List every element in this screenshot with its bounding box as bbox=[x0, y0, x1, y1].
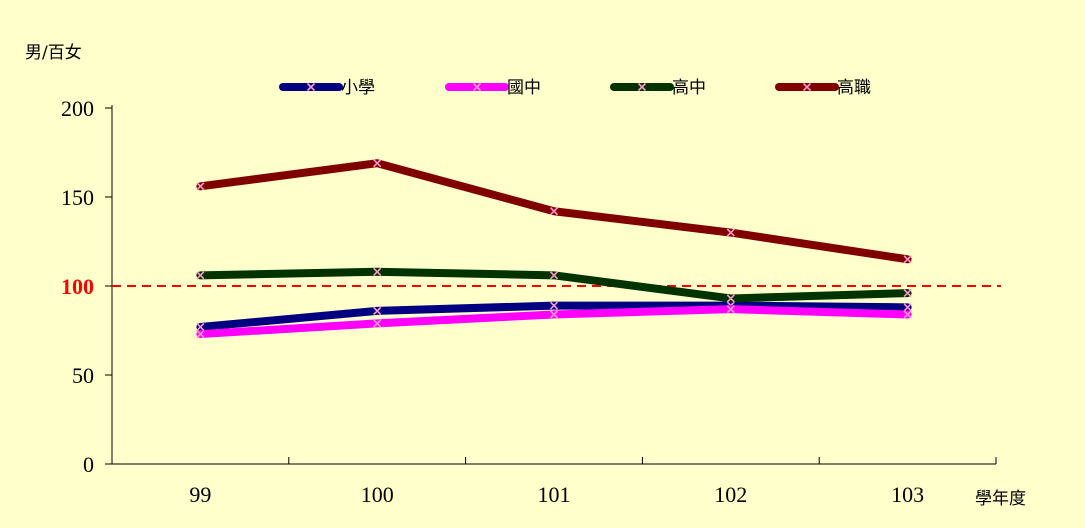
x-tick-label: 101 bbox=[538, 482, 571, 507]
y-axis-label: 男/百女 bbox=[25, 43, 82, 63]
data-point bbox=[903, 255, 912, 264]
y-tick-label: 0 bbox=[83, 452, 94, 477]
legend: 小學 國中 高中 高職 bbox=[279, 78, 871, 98]
x-tick-label: 100 bbox=[361, 482, 394, 507]
data-point bbox=[549, 310, 559, 319]
legend-item: 小學 bbox=[279, 78, 375, 98]
data-point bbox=[196, 329, 205, 339]
data-point bbox=[903, 303, 912, 312]
legend-label: 高職 bbox=[837, 78, 871, 98]
legend-label: 小學 bbox=[341, 78, 375, 98]
data-point bbox=[373, 319, 382, 328]
legend-label: 國中 bbox=[507, 78, 541, 98]
data-point bbox=[726, 305, 735, 314]
data-point bbox=[903, 310, 912, 319]
series-3 bbox=[196, 267, 912, 303]
data-point bbox=[196, 271, 205, 280]
data-point bbox=[726, 228, 735, 237]
data-point bbox=[196, 322, 205, 332]
legend-item: 高職 bbox=[775, 78, 871, 98]
data-point bbox=[903, 289, 912, 298]
x-ticks: 99 100 101 102 103 bbox=[189, 457, 997, 507]
y-tick-label-reference: 100 bbox=[61, 274, 94, 299]
data-point bbox=[373, 306, 382, 315]
data-point bbox=[549, 207, 559, 216]
series-group bbox=[196, 159, 912, 339]
legend-item: 高中 bbox=[610, 78, 706, 98]
x-tick-label: 103 bbox=[891, 482, 924, 507]
data-point bbox=[549, 301, 559, 310]
data-point bbox=[196, 182, 205, 191]
data-point bbox=[726, 294, 735, 303]
x-axis-label: 學年度 bbox=[975, 489, 1026, 509]
series-line bbox=[196, 305, 912, 339]
series-4 bbox=[196, 159, 912, 264]
x-tick-label: 102 bbox=[714, 482, 747, 507]
y-tick-label: 150 bbox=[61, 185, 94, 210]
data-point bbox=[373, 267, 382, 276]
legend-label: 高中 bbox=[672, 78, 706, 98]
legend-item: 國中 bbox=[445, 78, 541, 98]
series-2 bbox=[196, 305, 912, 339]
data-point bbox=[549, 271, 559, 280]
y-ticks: 0 50 100 150 200 bbox=[61, 96, 112, 477]
data-point bbox=[373, 159, 382, 168]
y-tick-label: 50 bbox=[72, 363, 94, 388]
y-tick-label: 200 bbox=[61, 96, 94, 121]
x-tick-label: 99 bbox=[189, 482, 211, 507]
